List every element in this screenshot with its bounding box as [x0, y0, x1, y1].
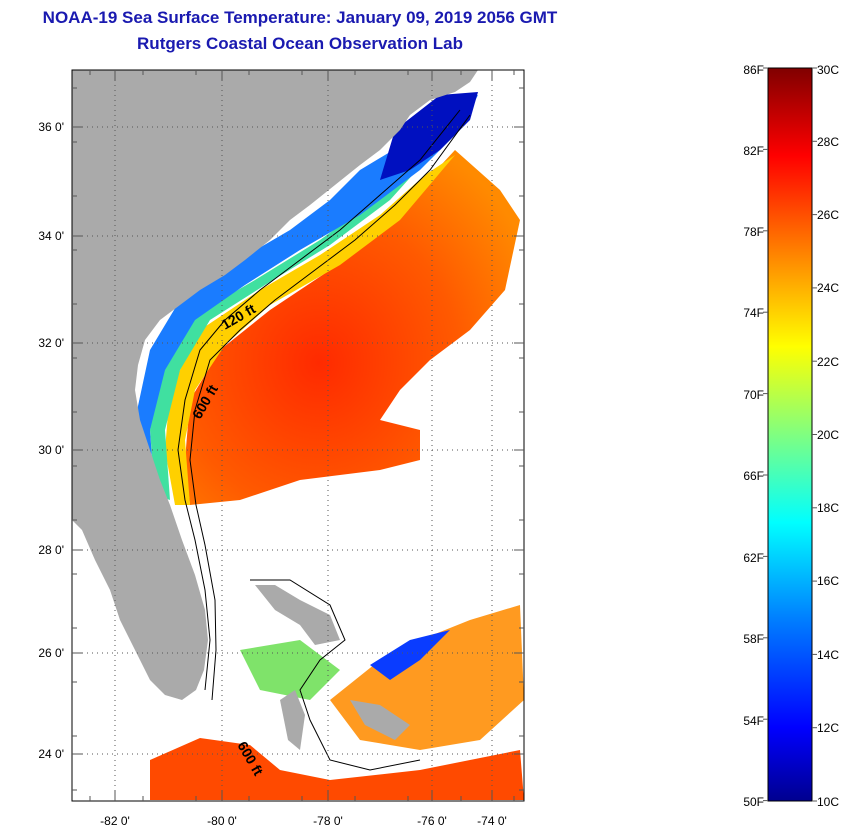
map-title: NOAA-19 Sea Surface Temperature: January… — [42, 8, 558, 27]
land-bahamas-1 — [255, 585, 340, 645]
colorbar-c-18: 18C — [817, 501, 839, 515]
colorbar-f-86: 86F — [743, 63, 764, 77]
colorbar-f-66: 66F — [743, 469, 764, 483]
colorbar-c-24: 24C — [817, 281, 839, 295]
sst-warm-gulfstream — [185, 150, 520, 505]
map-frame — [71, 69, 525, 802]
colorbar-gradient — [767, 67, 813, 802]
contour-120ft — [177, 109, 461, 691]
lat-label-30: 30 0' — [38, 443, 64, 457]
lon-label-78: -78 0' — [313, 814, 343, 828]
lat-label-34: 34 0' — [38, 229, 64, 243]
lon-label-80: -80 0' — [207, 814, 237, 828]
axis-ticks — [72, 70, 524, 801]
lat-label-26: 26 0' — [38, 646, 64, 660]
colorbar-f-54: 54F — [743, 714, 764, 728]
sst-cold-nc — [380, 92, 478, 180]
land-mainland — [72, 70, 478, 700]
lon-label-82: -82 0' — [100, 814, 130, 828]
colorbar-f-50: 50F — [743, 795, 764, 809]
lat-label-36: 36 0' — [38, 120, 64, 134]
land-bahamas-2 — [280, 690, 305, 750]
contour-600ft — [189, 114, 471, 701]
colorbar-f-62: 62F — [743, 551, 764, 565]
sst-south-mixed — [330, 605, 524, 750]
colorbar-c-16: 16C — [817, 574, 839, 588]
sst-south-green — [240, 640, 340, 700]
colorbar-f-70: 70F — [743, 388, 764, 402]
colorbar-c-12: 12C — [817, 721, 839, 735]
lat-label-32: 32 0' — [38, 336, 64, 350]
sst-south-warm — [150, 738, 524, 800]
colorbar-f-82: 82F — [743, 144, 764, 158]
lon-label-76: -76 0' — [417, 814, 447, 828]
sst-yellow-band — [165, 155, 455, 505]
lat-label-28: 28 0' — [38, 543, 64, 557]
lon-label-74: -74 0' — [477, 814, 507, 828]
contour-south — [250, 579, 421, 771]
colorbar-c-26: 26C — [817, 208, 839, 222]
colorbar-f-74: 74F — [743, 306, 764, 320]
lat-label-24: 24 0' — [38, 747, 64, 761]
colorbar-c-30: 30C — [817, 63, 839, 77]
colorbar-f-78: 78F — [743, 225, 764, 239]
colorbar-c-14: 14C — [817, 648, 839, 662]
colorbar-ticks — [763, 67, 817, 802]
colorbar-c-20: 20C — [817, 428, 839, 442]
sst-green-band — [150, 150, 435, 500]
land-bahamas-3 — [350, 700, 410, 740]
colorbar-f-58: 58F — [743, 632, 764, 646]
colorbar-c-22: 22C — [817, 355, 839, 369]
sst-south-blue — [370, 630, 450, 680]
colorbar-c-10: 10C — [817, 795, 839, 809]
colorbar-c-28: 28C — [817, 135, 839, 149]
graticule — [72, 70, 524, 801]
map-subtitle: Rutgers Coastal Ocean Observation Lab — [137, 34, 463, 53]
